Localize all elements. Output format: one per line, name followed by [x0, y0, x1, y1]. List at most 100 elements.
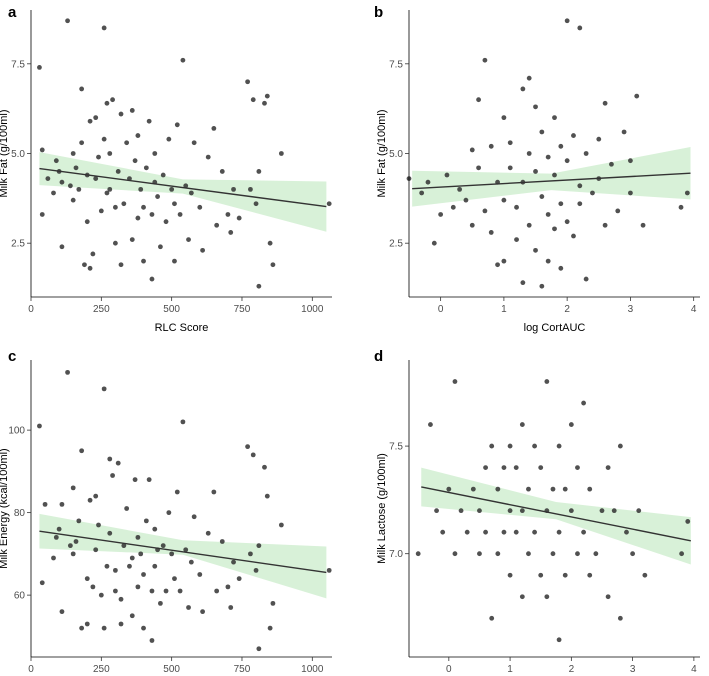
x-tick-label: 750 — [234, 664, 251, 675]
x-tick-label: 1000 — [301, 664, 324, 675]
data-point — [630, 551, 636, 557]
data-point — [121, 201, 127, 207]
x-axis-title: log CortAUC — [524, 322, 586, 334]
data-point — [564, 158, 570, 164]
data-point — [267, 625, 273, 631]
data-point — [124, 140, 130, 146]
data-point — [488, 143, 494, 149]
data-point — [617, 615, 623, 621]
data-point — [564, 18, 570, 24]
panel-label: c — [8, 348, 16, 365]
y-tick-label: 60 — [14, 591, 26, 602]
data-point — [228, 230, 234, 235]
data-point — [129, 108, 135, 113]
x-tick-label: 1 — [507, 664, 513, 675]
data-point — [501, 115, 507, 121]
data-point — [488, 230, 494, 235]
data-point — [118, 262, 124, 268]
data-point — [76, 186, 82, 192]
data-point — [149, 212, 155, 217]
data-point — [90, 584, 96, 590]
data-point — [101, 136, 107, 142]
data-point — [539, 194, 545, 199]
data-point — [617, 443, 623, 449]
data-point — [438, 212, 444, 217]
data-point — [107, 186, 113, 192]
data-point — [539, 283, 545, 289]
data-point — [141, 204, 146, 210]
data-point — [183, 547, 189, 553]
data-point — [264, 493, 270, 499]
data-point — [552, 226, 557, 232]
data-point — [141, 258, 146, 264]
data-point — [118, 111, 124, 117]
data-point — [135, 534, 141, 540]
data-point — [39, 580, 45, 586]
data-point — [545, 154, 551, 160]
data-point — [183, 183, 189, 189]
data-point — [552, 115, 557, 121]
y-tick-label: 2.5 — [389, 239, 403, 250]
data-point — [611, 508, 617, 514]
x-tick-label: 3 — [628, 304, 634, 315]
data-point — [129, 237, 135, 243]
data-point — [188, 190, 194, 196]
data-point — [507, 140, 513, 146]
x-tick-label: 750 — [234, 304, 251, 315]
data-point — [464, 529, 470, 535]
data-point — [684, 190, 690, 196]
data-point — [624, 529, 629, 535]
data-point — [513, 529, 519, 535]
data-point — [67, 183, 73, 189]
data-point — [278, 522, 284, 528]
data-point — [53, 534, 59, 540]
data-point — [495, 262, 500, 268]
data-point — [155, 194, 160, 199]
data-point — [415, 551, 421, 557]
data-point — [256, 646, 262, 652]
data-point — [53, 158, 59, 164]
data-point — [67, 543, 73, 549]
data-point — [489, 615, 495, 621]
data-point — [141, 625, 146, 631]
data-point — [39, 147, 45, 153]
data-point — [450, 204, 456, 210]
data-point — [84, 621, 90, 627]
data-point — [519, 422, 525, 427]
data-point — [205, 154, 211, 160]
data-point — [550, 551, 556, 557]
data-point — [577, 183, 583, 189]
data-point — [642, 572, 648, 578]
data-point — [575, 465, 580, 471]
data-point — [605, 594, 611, 600]
data-point — [143, 518, 149, 524]
data-point — [98, 592, 104, 598]
data-point — [590, 190, 595, 196]
data-point — [45, 176, 51, 182]
data-point — [65, 18, 70, 24]
data-point — [526, 222, 532, 228]
data-point — [577, 201, 583, 207]
data-point — [571, 133, 576, 138]
x-tick-label: 500 — [163, 664, 180, 675]
data-point — [42, 501, 48, 507]
x-tick-label: 500 — [163, 304, 180, 315]
y-tick-label: 5.0 — [389, 149, 403, 160]
x-tick-label: 2 — [564, 304, 570, 315]
data-point — [225, 584, 231, 590]
data-point — [169, 551, 175, 557]
data-point — [96, 522, 101, 528]
data-point — [501, 197, 507, 203]
data-point — [191, 514, 197, 520]
data-point — [262, 100, 267, 106]
data-point — [628, 158, 633, 164]
data-point — [533, 169, 538, 174]
y-tick-label: 7.0 — [389, 549, 403, 560]
data-point — [121, 543, 127, 549]
x-axis-title: RLC Score — [155, 322, 209, 334]
data-point — [507, 443, 513, 449]
data-point — [228, 605, 234, 610]
data-point — [115, 460, 121, 466]
data-point — [112, 567, 118, 573]
